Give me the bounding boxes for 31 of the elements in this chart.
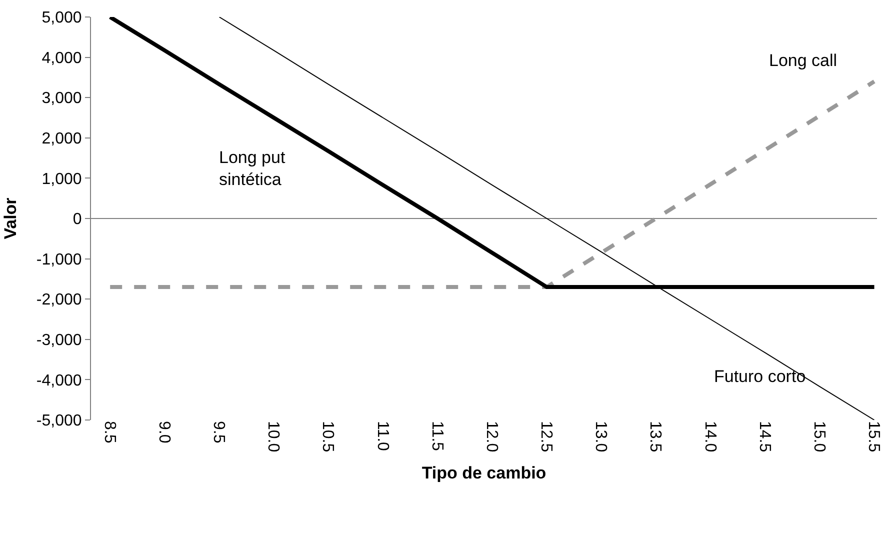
y-axis-title: Valor xyxy=(0,197,20,240)
x-tick-label: 14.5 xyxy=(756,421,773,452)
x-tick-label: 9.5 xyxy=(210,421,228,444)
y-tick-label: 5,000 xyxy=(42,10,82,27)
x-axis-title: Tipo de cambio xyxy=(422,464,546,483)
x-tick-label: 11.5 xyxy=(428,421,446,452)
x-tick-label: 9.0 xyxy=(155,421,172,444)
x-tick-label: 8.5 xyxy=(100,421,118,444)
x-tick-label: 15.5 xyxy=(865,421,882,452)
series-label: Futuro corto xyxy=(714,367,806,386)
series-label: Long call xyxy=(769,51,838,70)
y-tick-label: -4,000 xyxy=(36,372,82,390)
y-tick-label: 1,000 xyxy=(42,170,82,188)
x-tick-label: 13.0 xyxy=(592,421,610,452)
y-tick-label: 2,000 xyxy=(42,130,82,148)
y-tick-label: 4,000 xyxy=(42,50,82,67)
x-tick-label: 12.0 xyxy=(482,421,500,452)
x-tick-label: 14.0 xyxy=(701,421,718,452)
series-label: Long put sintética xyxy=(219,148,286,190)
y-tick-label: -1,000 xyxy=(36,251,82,268)
x-tick-label: 10.0 xyxy=(264,421,282,452)
y-tick-label: -2,000 xyxy=(36,292,82,309)
y-tick-label: -3,000 xyxy=(36,332,82,349)
y-tick-label: 0 xyxy=(72,211,82,228)
y-tick-label: 3,000 xyxy=(42,90,82,108)
x-tick-label: 10.5 xyxy=(319,421,336,452)
x-tick-label: 11.0 xyxy=(374,421,391,452)
x-tick-label: 13.5 xyxy=(646,421,664,452)
y-tick-label: -5,000 xyxy=(36,412,82,430)
x-tick-label: 15.0 xyxy=(810,421,828,452)
x-tick-label: 12.5 xyxy=(538,421,555,452)
